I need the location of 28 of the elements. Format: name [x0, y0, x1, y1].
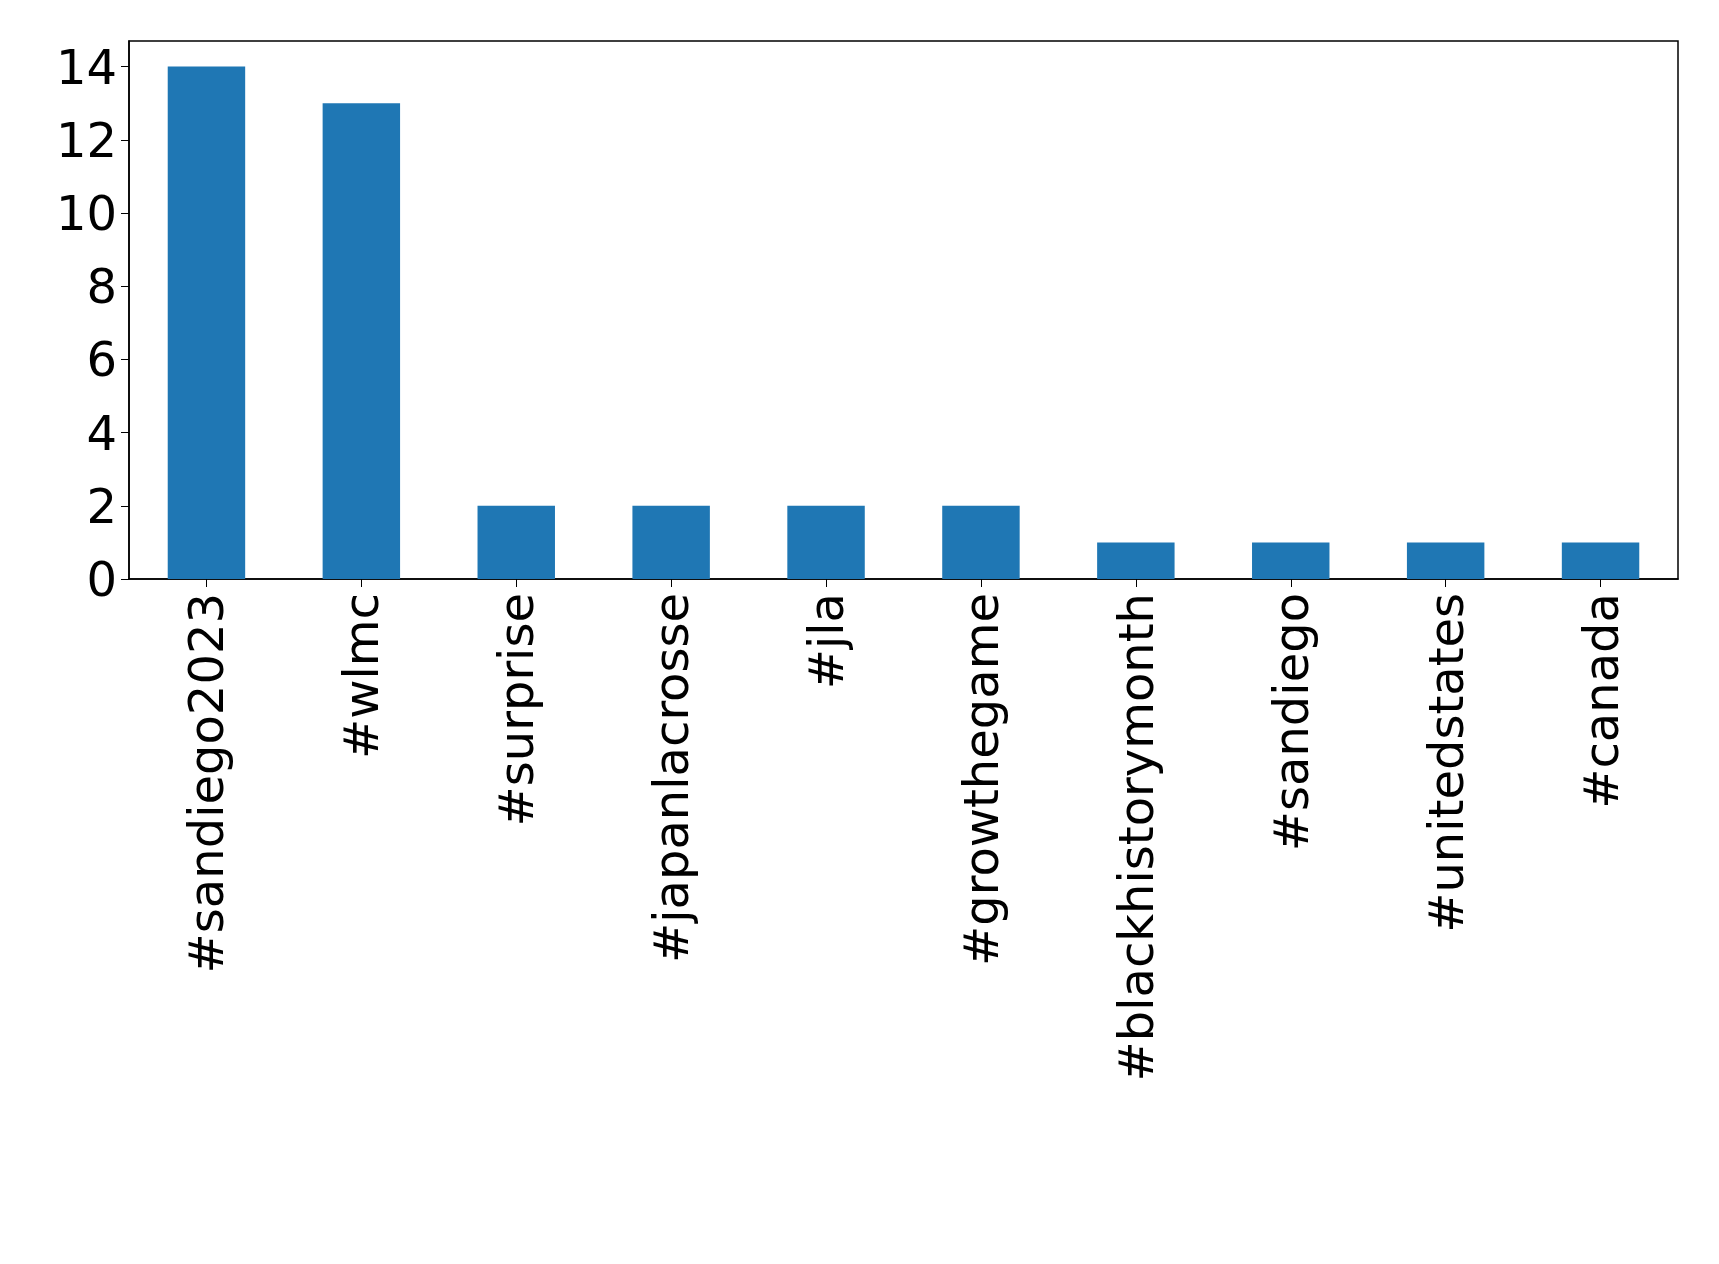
bar	[1561, 542, 1640, 579]
y-tick-label: 0	[86, 551, 117, 607]
bar	[322, 103, 401, 579]
x-tick-label: #surprise	[488, 593, 545, 827]
y-tick-label: 4	[86, 404, 117, 461]
x-tick-label: #sandiego	[1262, 593, 1319, 852]
x-tick-label: #jla	[798, 593, 855, 690]
bar	[632, 505, 710, 579]
bar	[942, 505, 1020, 579]
x-tick-label: #japanlacrosse	[643, 593, 700, 964]
bar	[1097, 542, 1175, 579]
y-tick-label: 6	[86, 331, 117, 388]
x-tick-label: #sandiego2023	[178, 593, 235, 974]
bar	[1252, 542, 1330, 579]
x-tick-label: #blackhistorymonth	[1107, 593, 1164, 1082]
y-tick-label: 10	[55, 185, 117, 242]
y-tick-label: 8	[86, 258, 117, 315]
bar	[167, 66, 246, 579]
x-tick-label: #canada	[1572, 593, 1629, 809]
x-tick-label: #unitedstates	[1417, 593, 1474, 933]
y-tick-label: 14	[55, 38, 117, 95]
bar	[787, 505, 865, 579]
y-tick-label: 2	[86, 477, 117, 534]
x-tick-label: #wlmc	[333, 593, 390, 759]
bar	[1406, 542, 1485, 579]
bar	[477, 505, 555, 579]
y-tick-label: 12	[55, 111, 117, 168]
x-tick-label: #growthegame	[952, 593, 1009, 966]
